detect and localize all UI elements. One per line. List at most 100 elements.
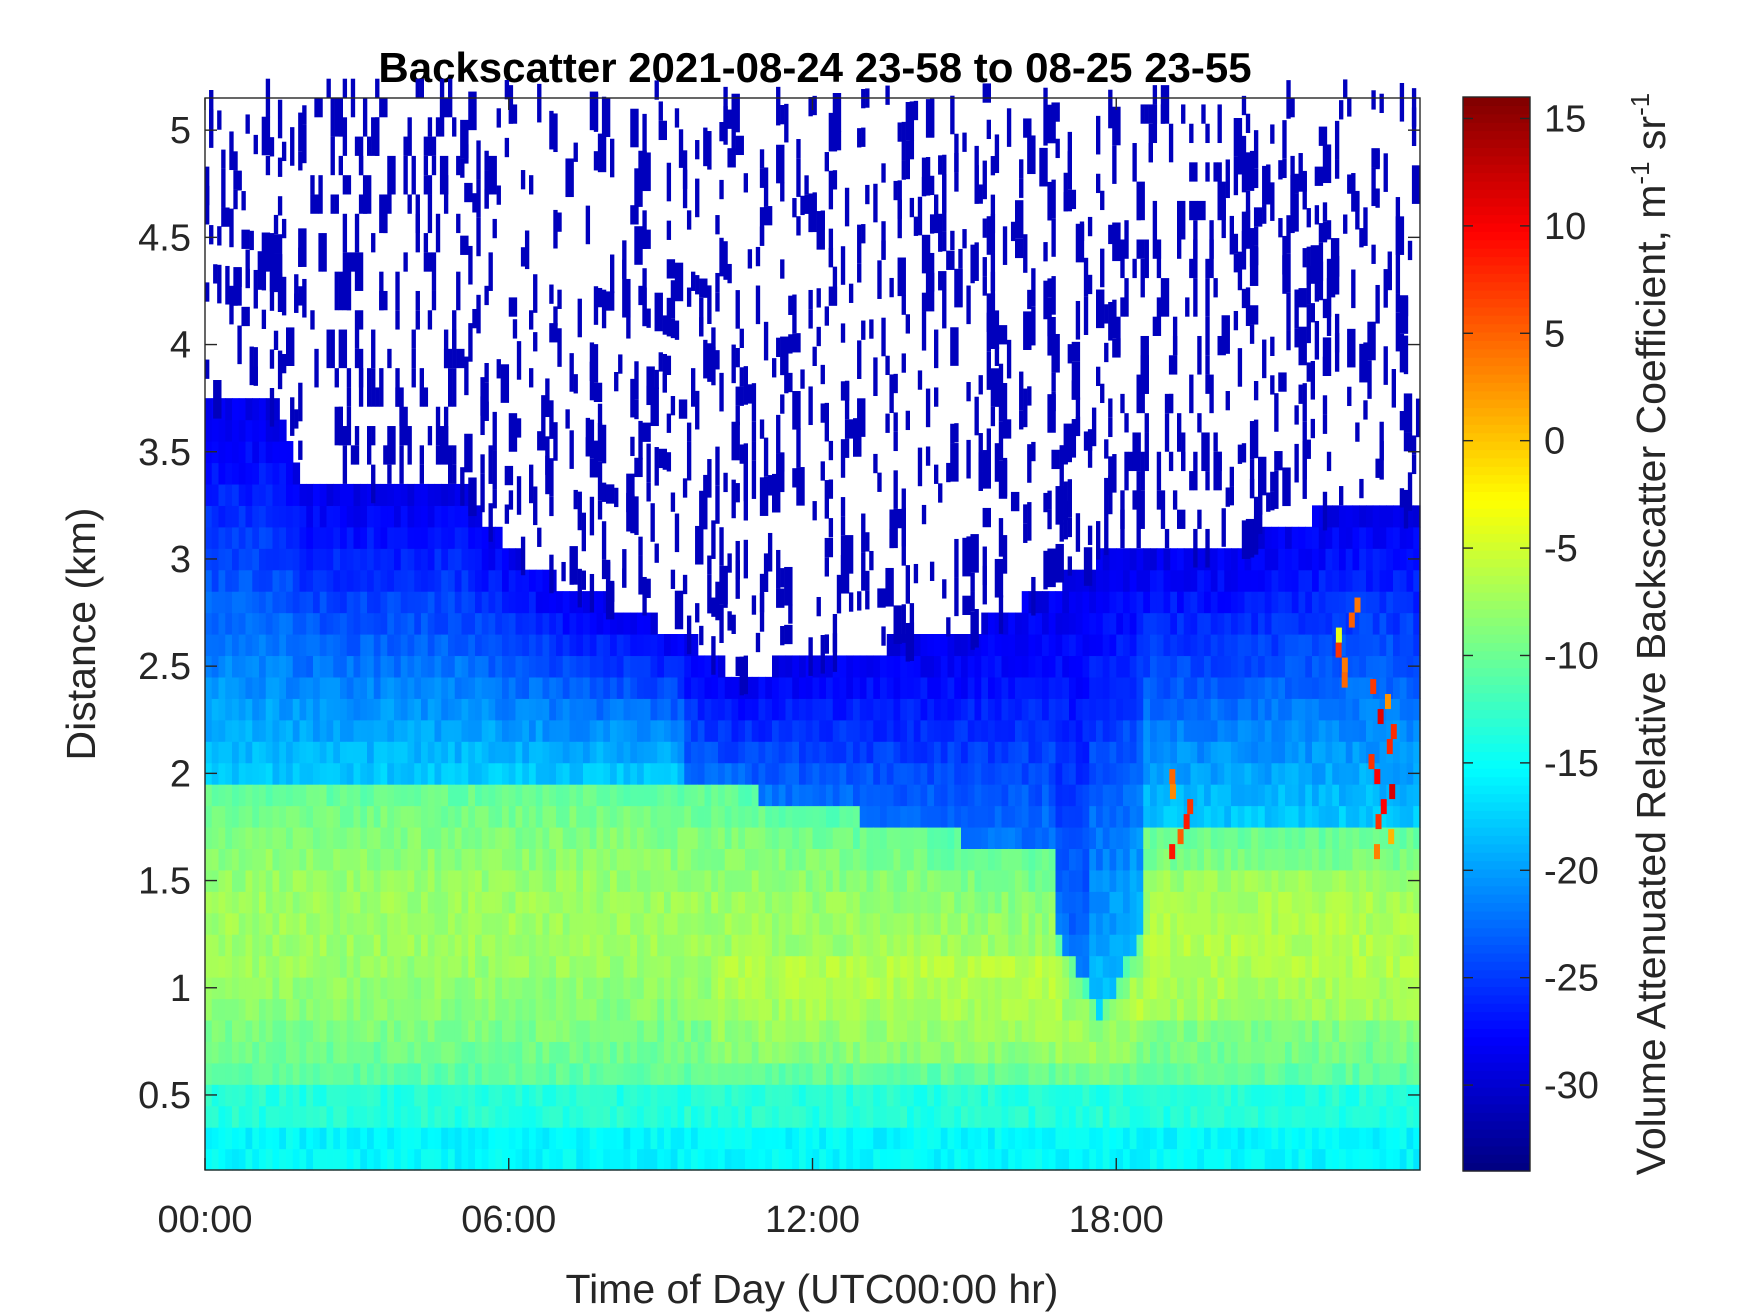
heatmap-cell (1204, 848, 1212, 871)
heatmap-cell (1116, 1019, 1124, 1042)
heatmap-cell (394, 1084, 402, 1107)
heatmap-cell (1285, 569, 1293, 592)
heatmap-cell (650, 1041, 658, 1064)
heatmap-cell (1251, 762, 1259, 785)
heatmap-cell (279, 1019, 287, 1042)
heatmap-cell (333, 1084, 341, 1107)
heatmap-cell (292, 1084, 301, 1107)
heatmap-cell (468, 1105, 476, 1128)
heatmap-cell (238, 741, 247, 764)
heatmap-cell (1318, 1019, 1327, 1042)
heatmap-cell (1237, 1148, 1246, 1171)
heatmap-cell (1089, 998, 1097, 1021)
heatmap-cell (1217, 1127, 1225, 1150)
heatmap-cell (1170, 719, 1178, 742)
heatmap-cell (873, 719, 881, 742)
heatmap-cell (1197, 826, 1205, 849)
heatmap-cell (488, 762, 496, 785)
heatmap-cell (799, 1041, 807, 1064)
heatmap-cell (1102, 934, 1111, 957)
heatmap-cell (805, 1148, 814, 1171)
heatmap-cell (758, 1105, 766, 1128)
heatmap-cell (1143, 655, 1151, 678)
heatmap-cell (785, 998, 793, 1021)
heatmap-cell (286, 1148, 294, 1171)
heatmap-cell (225, 655, 233, 678)
heatmap-cell (1258, 1127, 1266, 1150)
heatmap-cell (259, 655, 267, 678)
heatmap-cell (677, 1105, 685, 1128)
heatmap-cell (225, 1019, 233, 1042)
heatmap-cell (819, 676, 827, 699)
heatmap-cell (1204, 762, 1212, 785)
heatmap-cell (1015, 612, 1023, 635)
heatmap-cell (360, 826, 368, 849)
heatmap-cell (1048, 612, 1057, 635)
heatmap-cell (488, 848, 496, 871)
heatmap-cell (1015, 912, 1023, 935)
heatmap-cell (1183, 1127, 1192, 1150)
heatmap-cell (286, 826, 294, 849)
heatmap-cell (252, 998, 260, 1021)
heatmap-cell (1271, 1148, 1279, 1171)
heatmap-cell (313, 1148, 321, 1171)
heatmap-cell (1366, 1127, 1374, 1150)
heatmap-cell (1008, 934, 1016, 957)
heatmap-cell (792, 934, 800, 957)
heatmap-cell (677, 698, 685, 721)
heatmap-cell (751, 741, 760, 764)
heatmap-cell (1021, 826, 1030, 849)
heatmap-cell (832, 741, 841, 764)
heatmap-cell (434, 1105, 442, 1128)
heatmap-cell (731, 826, 739, 849)
heatmap-cell (232, 719, 240, 742)
heatmap-cell (380, 483, 388, 506)
heatmap-cell (859, 1105, 868, 1128)
heatmap-cell (677, 934, 685, 957)
heatmap-cell (205, 805, 213, 828)
heatmap-cell (1150, 591, 1158, 614)
heatmap-cell (677, 741, 685, 764)
heatmap-cell (630, 826, 638, 849)
heatmap-cell (360, 741, 368, 764)
heatmap-cell (515, 548, 523, 571)
heatmap-cell (954, 1148, 962, 1171)
heatmap-cell (792, 998, 800, 1021)
heatmap-cell (724, 1019, 733, 1042)
heatmap-cell (542, 612, 550, 635)
heatmap-cell (407, 483, 415, 506)
heatmap-cell (920, 805, 928, 828)
heatmap-cell (232, 612, 240, 635)
heatmap-cell (346, 977, 355, 1000)
heatmap-cell (225, 955, 233, 978)
heatmap-cell (448, 1127, 456, 1150)
heatmap-cell (1156, 826, 1165, 849)
heatmap-cell (265, 1062, 274, 1085)
heatmap-cell (981, 955, 989, 978)
heatmap-cell (407, 569, 415, 592)
heatmap-cell (1021, 805, 1030, 828)
heatmap-cell (643, 1041, 652, 1064)
heatmap-cell (252, 1041, 260, 1064)
heatmap-cell (279, 869, 287, 892)
heatmap-cell (954, 977, 962, 1000)
heatmap-cell (940, 698, 949, 721)
heatmap-cell (326, 741, 334, 764)
heatmap-cell (1062, 1084, 1070, 1107)
heatmap-cell (367, 505, 375, 528)
heatmap-cell (981, 891, 989, 914)
heatmap-cell (481, 1062, 490, 1085)
heatmap-cell (603, 869, 611, 892)
heatmap-cell (488, 719, 496, 742)
heatmap-cell (1048, 1084, 1057, 1107)
heatmap-cell (765, 762, 773, 785)
heatmap-cell (724, 934, 733, 957)
heatmap-cell (583, 848, 591, 871)
heatmap-cell (670, 762, 679, 785)
heatmap-cell (299, 826, 307, 849)
heatmap-cell (704, 1105, 712, 1128)
heatmap-cell (994, 676, 1003, 699)
heatmap-cell (1150, 719, 1158, 742)
heatmap-cell (832, 1062, 841, 1085)
heatmap-cell (1048, 762, 1057, 785)
